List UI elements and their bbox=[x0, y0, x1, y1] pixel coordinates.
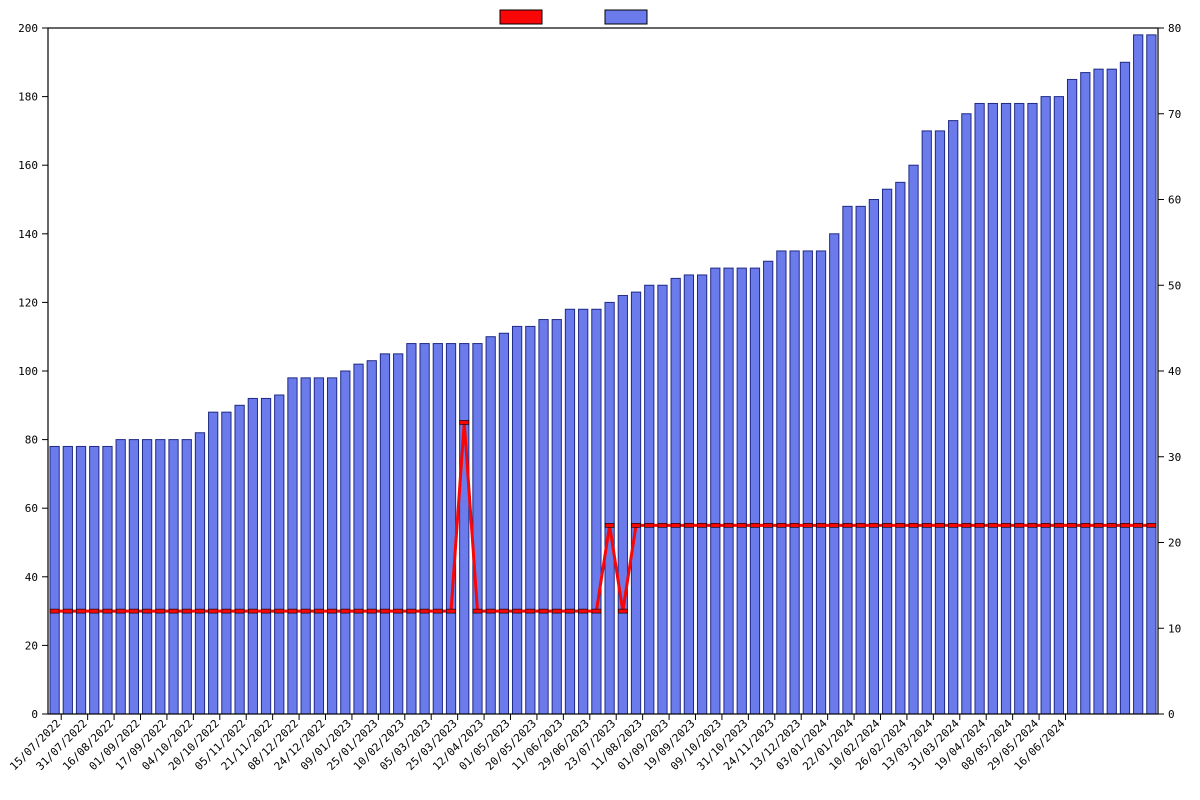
legend-swatch-1 bbox=[605, 10, 647, 24]
y-right-tick-label: 30 bbox=[1168, 451, 1181, 464]
y-left-tick-label: 120 bbox=[18, 296, 38, 309]
legend-swatch-0 bbox=[500, 10, 542, 24]
y-left-tick-label: 180 bbox=[18, 91, 38, 104]
y-right-tick-label: 60 bbox=[1168, 194, 1181, 207]
y-left-tick-label: 40 bbox=[25, 571, 38, 584]
y-left-tick-label: 80 bbox=[25, 434, 38, 447]
y-right-tick-label: 50 bbox=[1168, 279, 1181, 292]
dual-axis-bar-line-chart: 0 20 40 60 80 100 120 140 160 180 200 0 10 20 30 40 50 60… bbox=[0, 0, 1200, 800]
y-right-tick-label: 70 bbox=[1168, 108, 1181, 121]
y-left-tick-label: 60 bbox=[25, 502, 38, 515]
y-left-tick-label: 160 bbox=[18, 159, 38, 172]
y-left-tick-label: 100 bbox=[18, 365, 38, 378]
y-right-tick-label: 20 bbox=[1168, 537, 1181, 550]
y-right-tick-label: 40 bbox=[1168, 365, 1181, 378]
y-left-tick-label: 140 bbox=[18, 228, 38, 241]
y-left-tick-label: 20 bbox=[25, 639, 38, 652]
y-left-tick-label: 0 bbox=[31, 708, 38, 721]
y-right-tick-label: 0 bbox=[1168, 708, 1175, 721]
y-right-tick-label: 10 bbox=[1168, 622, 1181, 635]
y-left-tick-label: 200 bbox=[18, 22, 38, 35]
y-right-tick-label: 80 bbox=[1168, 22, 1181, 35]
